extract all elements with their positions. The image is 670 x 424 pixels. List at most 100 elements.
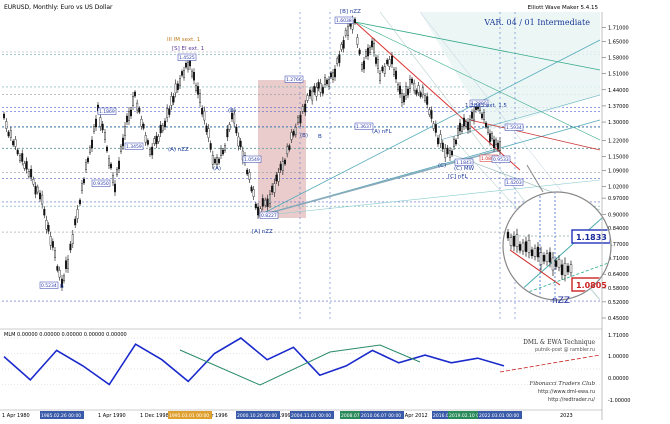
candle-body	[176, 83, 179, 90]
candle-body	[473, 110, 476, 121]
candle-body	[133, 91, 136, 97]
price-label: 0.9350	[93, 181, 109, 187]
candle-body	[275, 174, 278, 182]
inset-candle-body	[539, 252, 543, 265]
candle-body	[395, 70, 398, 80]
candle-body	[491, 133, 494, 139]
candle-body	[495, 139, 498, 146]
candle-body	[273, 183, 276, 193]
indicator-tick-label: 1.00000	[608, 354, 629, 360]
candle-body	[393, 69, 396, 75]
price-label: 1.2766	[286, 77, 302, 83]
wave-label: 1.1843 ext. 1.5	[465, 103, 507, 109]
inset-candle-body	[527, 239, 531, 253]
candle-body	[3, 113, 6, 119]
y-axis: 1.71000 1.65000 1.58000 1.51000 1.44000 1.370…	[602, 26, 629, 322]
candle-body	[237, 136, 240, 147]
indicator-tick-label: -1.00000	[608, 398, 630, 404]
indicator-signal	[179, 344, 421, 386]
x-highlight-box	[168, 411, 212, 419]
candle-body	[63, 275, 66, 282]
candle-body	[419, 92, 422, 97]
candle-body	[391, 55, 394, 65]
candle-body	[140, 119, 143, 127]
candle-body	[235, 126, 238, 134]
candle-body	[489, 133, 492, 142]
inset-price-bottom: 1.0805	[576, 281, 607, 290]
indicator-tick-label: 0.00000	[608, 376, 629, 382]
x-tick-label: 1 Dec 1998	[140, 413, 169, 419]
y-tick-label: 1.44000	[608, 88, 629, 94]
candle-body	[125, 115, 128, 123]
candle-body	[101, 123, 104, 131]
candle-body	[178, 78, 181, 86]
y-tick-label: 1.65000	[608, 39, 629, 45]
inset-candle-body	[548, 252, 552, 263]
price-label: 1.4525	[179, 55, 195, 61]
candle-body	[499, 141, 502, 151]
price-label-box	[284, 75, 304, 83]
candle-body	[170, 96, 173, 106]
candle-body	[136, 102, 139, 111]
candle-body	[219, 148, 222, 156]
candle-body	[80, 183, 83, 191]
candle-body	[426, 96, 429, 105]
y-tick-label: 1.15000	[608, 155, 629, 161]
candle-body	[356, 37, 359, 45]
candle-body	[449, 150, 452, 158]
y-tick-label: 0.52000	[608, 300, 629, 306]
candle-body	[174, 83, 177, 94]
candle-body	[481, 113, 484, 119]
candle-body	[363, 60, 366, 70]
candle-body	[157, 136, 160, 142]
price-label-box	[39, 281, 59, 289]
candle-body	[313, 85, 316, 93]
candle-body	[437, 137, 440, 145]
candle-body	[411, 78, 414, 84]
branding-text: Elliott Wave Maker 5.4.15	[528, 5, 599, 11]
candle-body	[211, 155, 214, 165]
inset-candle-body	[536, 246, 540, 258]
email-text: putnik-post @ rambler.ru	[535, 347, 595, 353]
inset-candle-body	[506, 231, 510, 239]
wave-label: (C)	[438, 163, 446, 169]
candle-body	[453, 139, 456, 147]
candle-body	[434, 124, 437, 133]
candle-body	[405, 86, 408, 96]
candle-body	[344, 29, 347, 36]
candle-body	[190, 70, 193, 77]
candle-body	[49, 236, 52, 246]
x-highlight-box	[478, 411, 522, 419]
site1-text: http://www.dml-ewa.ru	[538, 389, 595, 395]
indicator-y-axis: 1.71000 1.00000 0.00000 -1.00000	[608, 333, 630, 404]
candle-body	[317, 82, 320, 89]
price-label: 1.4203	[506, 180, 522, 186]
wave-label: B	[318, 134, 322, 140]
inset-candle-body	[521, 242, 525, 252]
price-label: 1.1843	[456, 160, 472, 166]
candle-body	[309, 89, 312, 97]
wave-label: (A)	[213, 166, 221, 172]
candle-body	[209, 143, 212, 150]
inset-price-top: 1.1833	[576, 233, 607, 242]
candle-body	[226, 128, 229, 138]
candle-body	[403, 95, 406, 103]
candle-body	[32, 178, 35, 185]
candle-body	[151, 146, 154, 156]
candle-body	[493, 139, 496, 149]
candle-body	[332, 72, 335, 80]
candle-body	[457, 128, 460, 136]
candle-body	[261, 198, 264, 207]
candle-body	[377, 59, 380, 69]
candle-body	[336, 58, 339, 65]
candle-body	[194, 85, 197, 91]
indicator-projection	[499, 354, 601, 373]
candle-body	[228, 124, 231, 130]
candle-body	[129, 109, 132, 117]
y-tick-label: 0.64000	[608, 272, 629, 278]
wave-label: [S] EI ext. 1	[172, 46, 204, 52]
candle-body	[299, 114, 302, 124]
inset-candle-body	[557, 259, 561, 268]
candle-body	[264, 199, 267, 206]
candle-body	[306, 95, 309, 101]
